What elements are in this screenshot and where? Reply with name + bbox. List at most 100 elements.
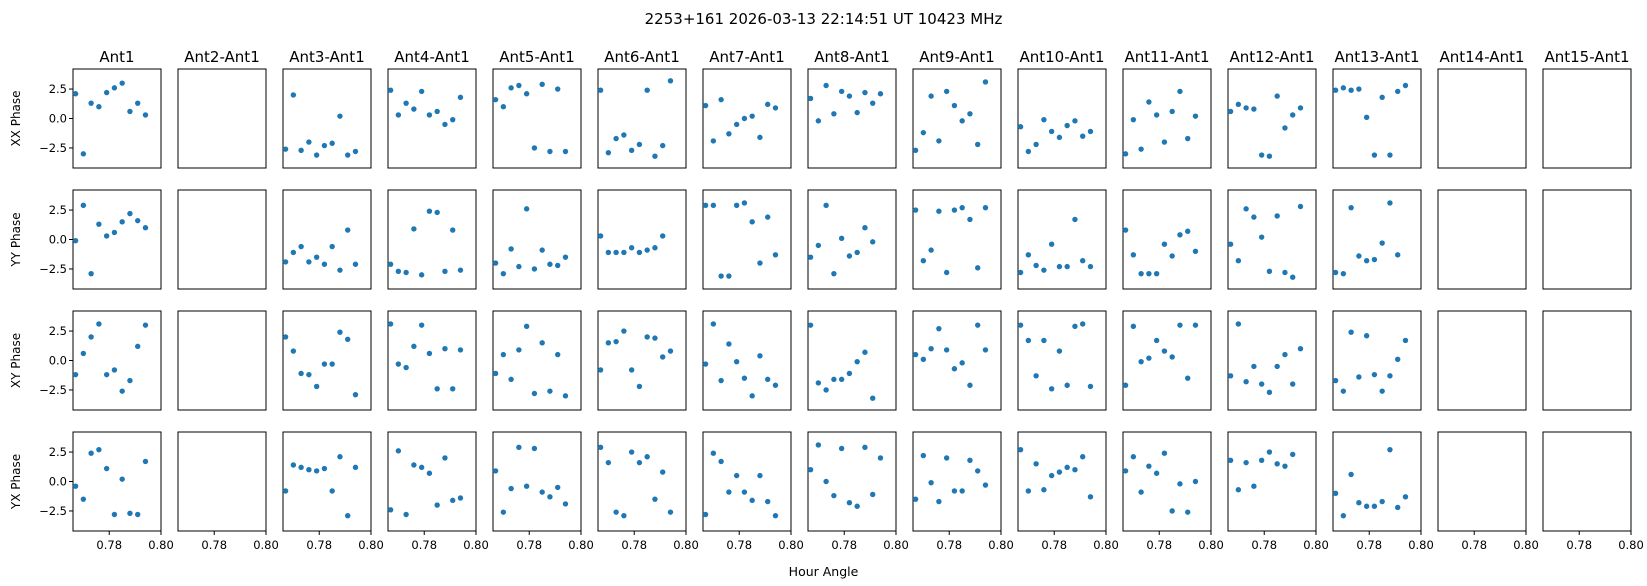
data-point (959, 204, 965, 211)
data-point (1297, 346, 1304, 352)
data-point (652, 335, 658, 341)
data-point (80, 350, 87, 357)
panel-frame (492, 189, 582, 290)
data-point (749, 219, 755, 225)
data-point (710, 321, 717, 327)
data-point (403, 364, 409, 371)
data-point (912, 207, 919, 213)
column-title: Ant6-Ant1 (604, 48, 679, 66)
data-point (1297, 203, 1304, 210)
panel-frame (807, 189, 897, 290)
panel: 0.78 0.80 (177, 431, 279, 552)
data-point (605, 459, 612, 466)
data-point (870, 395, 876, 401)
data-point (418, 88, 425, 95)
data-point (807, 254, 814, 260)
data-point (539, 489, 545, 495)
panel-frame (387, 68, 477, 169)
data-point (450, 386, 456, 392)
data-point (135, 217, 141, 224)
data-point (1282, 269, 1288, 276)
panel-frame (702, 431, 792, 532)
data-point (877, 91, 884, 97)
data-point (1402, 337, 1409, 344)
data-point (1363, 333, 1370, 339)
panel-frame (1542, 189, 1632, 290)
panel-frame (72, 68, 162, 169)
data-point (846, 500, 853, 506)
data-point (967, 382, 973, 388)
data-point (282, 259, 289, 265)
data-point (127, 377, 133, 384)
panel-frame (1332, 189, 1422, 290)
data-point (539, 247, 545, 253)
data-point (387, 261, 394, 267)
data-point (1025, 488, 1032, 494)
data-point (1048, 128, 1055, 135)
data-point (741, 375, 748, 381)
x-tick-label: 0.80 (253, 538, 279, 552)
panel (597, 189, 687, 290)
data-point (1251, 363, 1257, 370)
data-point (1258, 381, 1265, 387)
data-point (877, 455, 884, 461)
data-point (1185, 135, 1191, 142)
panel: Ant11-Ant1 (1122, 48, 1212, 169)
data-point (1258, 457, 1265, 463)
data-point (838, 88, 845, 95)
y-tick-label: 0.0 (49, 354, 67, 368)
data-point (313, 383, 320, 390)
data-point (854, 503, 860, 509)
data-point (345, 512, 351, 519)
data-point (1395, 88, 1401, 95)
data-point (508, 246, 514, 252)
data-point (936, 498, 942, 505)
data-point (1340, 85, 1347, 91)
data-point (1282, 463, 1288, 469)
data-point (1356, 253, 1362, 259)
panel-frame (282, 68, 372, 169)
column-title: Ant1 (99, 48, 134, 66)
panel (807, 310, 897, 411)
data-point (597, 233, 604, 239)
data-point (142, 112, 149, 118)
data-point (605, 340, 612, 346)
data-point (492, 468, 499, 474)
data-point (562, 393, 569, 399)
data-point (757, 472, 763, 479)
panel: Ant6-Ant1 (597, 48, 687, 169)
panel: 0.78 0.80 (807, 431, 909, 552)
data-point (936, 325, 942, 332)
data-point (652, 496, 658, 502)
data-point (1348, 87, 1354, 93)
data-point (119, 219, 125, 225)
panel-frame (1017, 431, 1107, 532)
data-point (605, 249, 612, 256)
data-point (807, 322, 814, 328)
data-point (951, 366, 958, 372)
data-point (660, 469, 666, 475)
data-point (492, 260, 499, 266)
data-point (1363, 114, 1370, 121)
data-point (547, 148, 553, 155)
data-point (395, 112, 402, 118)
data-point (1087, 128, 1094, 135)
data-point (1274, 363, 1280, 370)
data-point (644, 454, 650, 460)
data-point (1258, 152, 1265, 158)
data-point (111, 511, 118, 518)
data-point (352, 148, 359, 155)
data-point (1161, 241, 1168, 247)
data-point (597, 367, 604, 373)
data-point (1340, 512, 1347, 519)
data-point (912, 147, 919, 154)
column-title: Ant5-Ant1 (499, 48, 574, 66)
data-point (1056, 134, 1063, 141)
row-label: YY Phase (9, 212, 23, 267)
data-point (920, 356, 927, 363)
data-point (395, 268, 402, 275)
data-point (765, 101, 771, 108)
data-point (395, 448, 402, 454)
data-point (1017, 269, 1024, 276)
